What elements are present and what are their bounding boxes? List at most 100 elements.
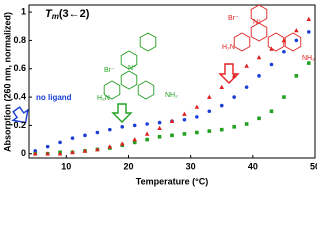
point [219,103,224,108]
point [232,125,236,129]
arrow [11,106,29,124]
point [182,117,187,122]
molecule-label: NH₂ [302,55,315,62]
title-rest: (3←2) [59,8,90,20]
point [182,111,187,116]
molecule-label: H₂N [97,95,110,102]
point [145,137,149,142]
point [144,131,150,136]
ring [137,80,155,100]
y-tick-label: 0.6 [13,63,26,73]
point [45,144,50,149]
y-tick-label: 1 [21,6,26,16]
x-tick-label: 50 [310,161,317,171]
ring [233,32,251,52]
ring [120,50,138,70]
arrow [111,103,133,123]
point [119,141,125,146]
chart: Tm(3←2) Temperature (°C) Absorption (260… [2,4,317,186]
point [120,125,125,129]
point [32,151,38,156]
molecule-label: NH₂ [165,92,178,99]
point [157,120,162,125]
ring [103,80,121,100]
point [195,130,199,135]
point [306,61,311,65]
point [33,149,38,153]
arrows [11,63,240,124]
point [132,137,137,142]
point [232,95,236,99]
x-tick-label: 30 [186,161,196,171]
point [145,122,149,126]
point [82,148,88,153]
molecule-label: Br⁻ [104,67,115,74]
point [207,129,212,133]
point [207,109,212,114]
annotation: no ligand [36,93,72,102]
point [83,133,87,138]
y-tick-label: 0.8 [13,35,26,45]
ring [250,22,268,42]
point [294,28,299,33]
ring [267,32,285,52]
molecule-label: Br⁻ [228,15,239,22]
point [294,74,299,78]
point [157,125,162,131]
chart-title: Tm(3←2) [45,8,90,21]
point [70,149,75,155]
y-tick-label: 0.2 [13,120,26,130]
point [219,84,225,89]
x-tick-label: 40 [248,161,258,171]
point [256,55,262,60]
point [58,140,62,145]
title-symbol: T [45,8,53,20]
page: Tm(3←2) Temperature (°C) Absorption (260… [2,4,317,187]
y-tick-label: 0 [21,148,26,158]
ring [250,4,268,24]
molecule-label: N⁺ [128,65,137,72]
point [244,85,249,89]
arrow [218,63,240,84]
point [57,151,63,156]
point [108,127,112,132]
point [195,115,199,119]
point [244,63,249,68]
point [269,109,274,114]
point [244,122,249,126]
y-tick-label: 0.4 [13,91,26,101]
point [231,73,237,78]
point [306,30,311,34]
point [70,136,75,140]
x-axis-label: Temperature (°C) [136,176,208,186]
point [194,104,200,109]
point [257,74,261,78]
point [306,16,312,21]
point [95,130,100,135]
molecule-label: H₂N [222,44,235,51]
x-tick-label: 20 [123,161,133,171]
molecule-label: N⁺ [253,19,262,26]
point [157,134,162,139]
point [257,116,261,121]
point [45,151,50,156]
point [282,95,286,99]
plot-frame [28,4,316,159]
point [169,118,175,123]
point [282,49,286,54]
point [132,123,137,128]
ring [284,32,302,52]
point [294,38,299,43]
ring [139,32,157,52]
point [182,132,187,136]
point [107,144,113,149]
title-subscript: m [52,12,59,21]
point [281,38,287,43]
x-tick-label: 10 [61,161,71,171]
ring [120,70,138,90]
y-axis-label: Absorption (260 nm, normalized) [2,12,12,152]
point [207,94,212,99]
point [219,127,224,132]
point [170,133,174,138]
point [269,62,274,67]
